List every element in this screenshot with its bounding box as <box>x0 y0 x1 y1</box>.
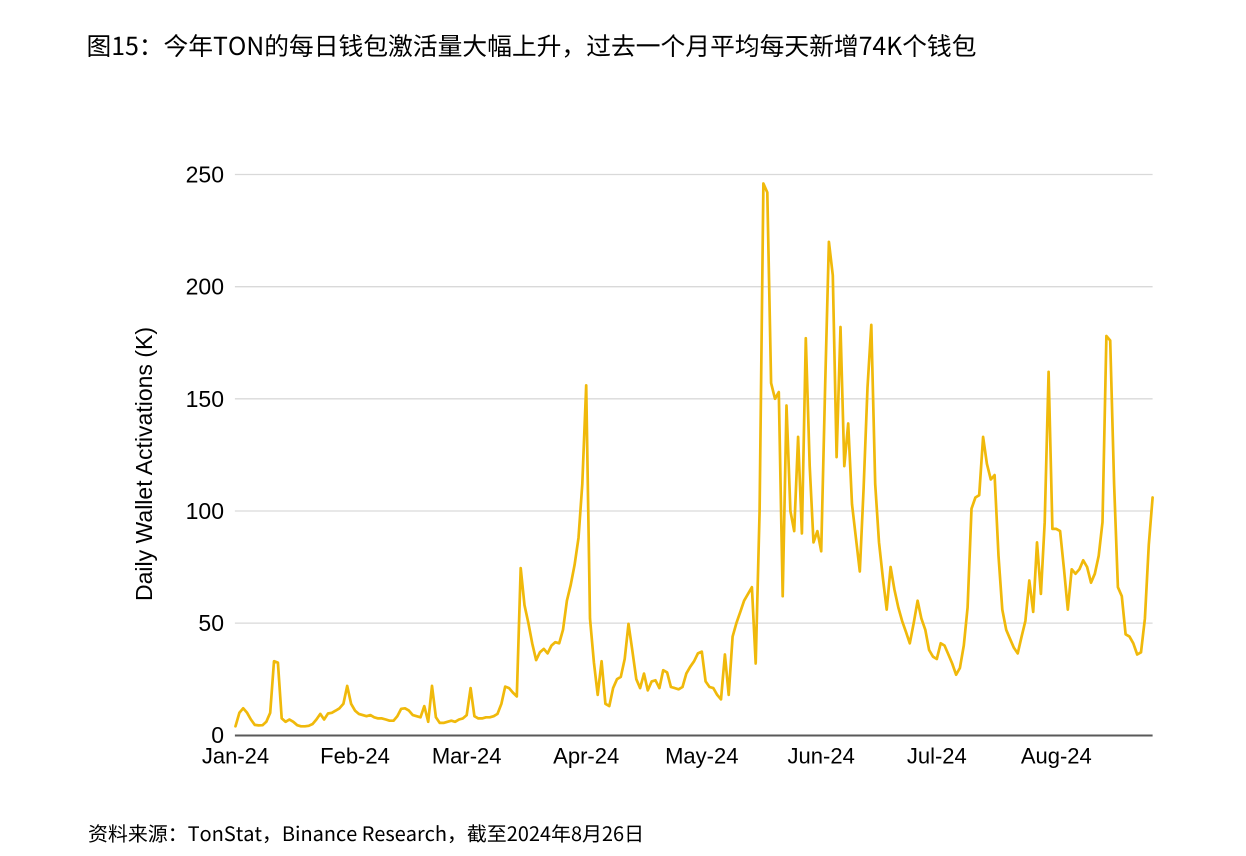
svg-text:150: 150 <box>186 386 224 412</box>
svg-text:0: 0 <box>211 722 224 748</box>
svg-text:Jan-24: Jan-24 <box>202 743 269 768</box>
svg-text:Daily Wallet Activations (K): Daily Wallet Activations (K) <box>131 327 157 601</box>
svg-text:Jun-24: Jun-24 <box>788 743 855 768</box>
svg-text:Mar-24: Mar-24 <box>432 743 502 768</box>
svg-text:250: 250 <box>186 162 224 188</box>
svg-text:200: 200 <box>186 274 224 300</box>
svg-text:Apr-24: Apr-24 <box>553 743 619 768</box>
svg-text:Jul-24: Jul-24 <box>907 743 967 768</box>
svg-text:Feb-24: Feb-24 <box>320 743 390 768</box>
svg-text:100: 100 <box>186 498 224 524</box>
svg-text:Aug-24: Aug-24 <box>1021 743 1092 768</box>
svg-text:May-24: May-24 <box>665 743 738 768</box>
svg-text:50: 50 <box>198 610 224 636</box>
